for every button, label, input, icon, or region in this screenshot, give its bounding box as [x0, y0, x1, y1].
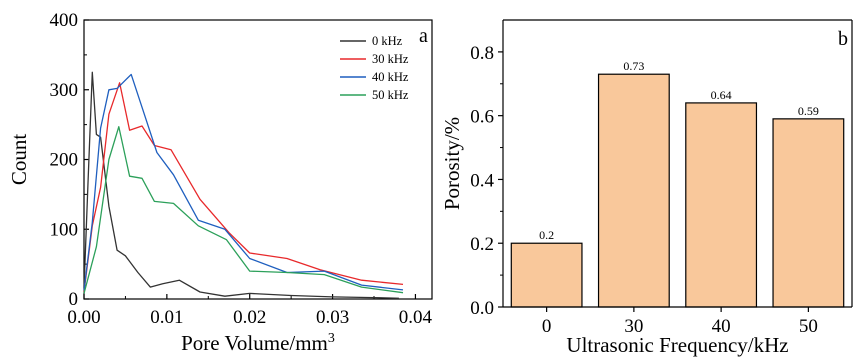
bar-value-label: 0.64	[711, 88, 732, 102]
legend-label: 0 kHz	[372, 34, 403, 48]
y-tick-label: 0.8	[470, 43, 494, 64]
x-axis-label-superscript: 3	[328, 331, 335, 346]
series-line-30-khz	[83, 82, 404, 293]
y-tick-label: 0.0	[470, 298, 494, 319]
x-tick-label: 30	[624, 316, 643, 337]
y-tick-label: 400	[50, 10, 79, 31]
bar-30	[597, 73, 670, 308]
x-tick-label: 0.00	[67, 307, 100, 328]
y-axis-label: Count	[7, 134, 31, 186]
y-tick-label: 100	[50, 219, 79, 240]
x-axis-label: Pore Volume/mm3	[181, 331, 335, 355]
x-axis-label-main: Pore Volume/mm	[181, 331, 328, 355]
x-axis-label: Ultrasonic Frequency/kHz	[566, 333, 788, 357]
bar-50	[772, 118, 845, 308]
panel-letter-a: a	[419, 25, 428, 47]
series-line-50-khz	[83, 126, 404, 294]
legend-label: 50 kHz	[372, 88, 409, 102]
series-line-40-khz	[83, 73, 404, 291]
y-tick-label: 300	[50, 80, 79, 101]
x-tick-label: 40	[712, 316, 731, 337]
bar-value-label: 0.59	[798, 104, 819, 118]
x-tick-label: 50	[799, 316, 818, 337]
x-tick-label: 0	[542, 316, 552, 337]
y-tick-label: 0.2	[470, 234, 494, 255]
series-line-0-khz	[83, 71, 399, 299]
x-tick-label: 0.04	[399, 307, 433, 328]
bar-value-label: 0.73	[623, 59, 644, 73]
panel-a-line-chart: 0 100 200 300 400 0.00 0.01 0.02 0.03 0.04 0 kHz 30…	[7, 10, 433, 355]
x-tick-label: 0.02	[233, 307, 266, 328]
y-tick-label: 0.4	[470, 170, 494, 191]
y-tick-label: 0	[69, 289, 79, 310]
y-tick-label: 200	[50, 150, 79, 171]
bar-value-label: 0.2	[539, 228, 554, 242]
y-axis-label: Porosity/%	[440, 117, 464, 210]
panel-letter-b: b	[838, 28, 848, 50]
y-tick-label: 0.6	[470, 107, 494, 128]
x-tick-label: 0.03	[316, 307, 349, 328]
x-tick-label: 0.01	[150, 307, 183, 328]
bar-40	[685, 102, 758, 308]
bar-0	[510, 242, 583, 308]
panel-b-bar-chart: 0.2 0 0.73 30 0.64 40 0.59 50 0.0 0.2 0.4 0.6 0.8 b Po…	[440, 19, 853, 357]
legend-label: 30 kHz	[372, 52, 409, 66]
legend-label: 40 kHz	[372, 70, 409, 84]
